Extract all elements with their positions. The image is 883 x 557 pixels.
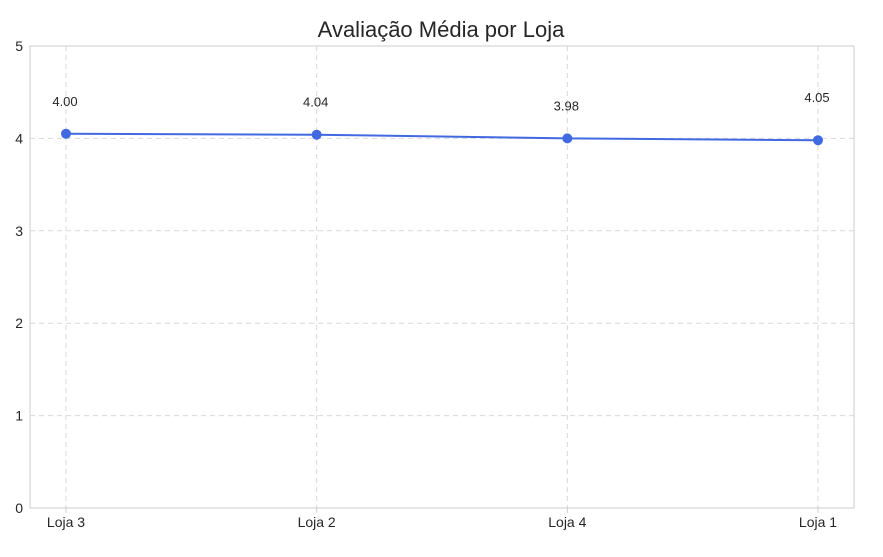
grid-lines (30, 45, 854, 509)
data-label: 4.04 (303, 95, 328, 110)
data-label: 4.05 (804, 90, 829, 105)
y-tick-label: 3 (15, 223, 23, 239)
data-point (813, 135, 823, 146)
data-point (311, 129, 322, 140)
y-tick-label: 5 (15, 38, 23, 54)
y-tick-label: 2 (15, 315, 23, 331)
y-tick-label: 4 (15, 130, 23, 146)
y-tick-label: 0 (15, 500, 23, 516)
series-line (65, 132, 819, 142)
y-axis-ticks: 0 1 2 3 4 5 (15, 38, 23, 516)
x-tick-label: Loja 4 (548, 514, 586, 530)
chart-title: Avaliação Média por Loja (318, 17, 565, 42)
data-label: 4.00 (52, 94, 77, 109)
data-point (61, 128, 71, 139)
x-tick-label: Loja 1 (799, 514, 837, 530)
series-group (61, 128, 823, 146)
plot-area-frame (29, 45, 855, 509)
x-axis-ticks: Loja 3 Loja 2 Loja 4 Loja 1 (47, 508, 837, 530)
x-tick-label: Loja 3 (47, 514, 85, 530)
data-label: 3.98 (554, 98, 579, 113)
data-labels: 4.00 4.04 3.98 4.05 (52, 90, 829, 113)
x-tick-label: Loja 2 (298, 514, 336, 530)
data-point (562, 133, 573, 144)
y-tick-label: 1 (15, 408, 23, 424)
